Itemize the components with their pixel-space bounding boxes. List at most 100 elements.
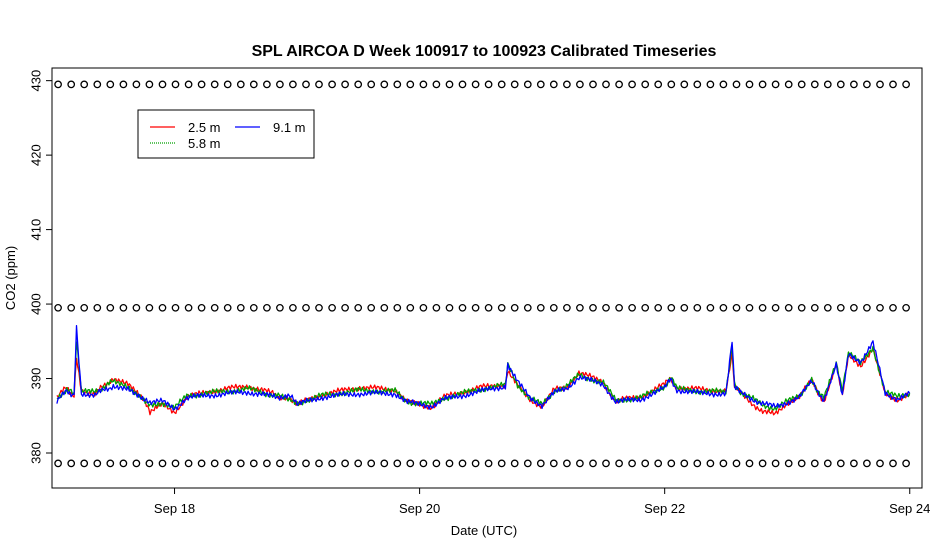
calibration-point bbox=[302, 459, 310, 468]
calibration-point bbox=[850, 303, 858, 312]
calibration-point bbox=[797, 80, 806, 89]
calibration-point bbox=[615, 80, 623, 89]
calibration-point bbox=[315, 303, 323, 312]
calibration-point bbox=[341, 459, 349, 468]
calibration-point bbox=[836, 459, 845, 468]
calibration-point bbox=[223, 303, 232, 312]
calibration-point bbox=[289, 80, 297, 89]
calibration-point bbox=[654, 459, 663, 468]
calibration-point bbox=[732, 80, 741, 89]
calibration-point bbox=[810, 303, 819, 312]
calibration-point bbox=[367, 303, 376, 312]
calibration-point bbox=[876, 303, 884, 312]
calibration-point bbox=[276, 303, 284, 312]
calibration-point bbox=[732, 303, 741, 312]
calibration-point bbox=[67, 459, 76, 468]
calibration-point bbox=[171, 303, 180, 312]
series-line-2 bbox=[56, 324, 911, 411]
calibration-point bbox=[771, 303, 780, 312]
calibration-point bbox=[158, 80, 167, 89]
calibration-point bbox=[93, 303, 102, 312]
calibration-point bbox=[302, 80, 310, 89]
calibration-point bbox=[771, 459, 780, 468]
calibration-point bbox=[641, 303, 650, 312]
legend-label-2-5m: 2.5 m bbox=[188, 120, 221, 135]
calibration-point bbox=[549, 80, 558, 89]
calibration-point bbox=[497, 80, 506, 89]
calibration-point bbox=[263, 303, 271, 312]
calibration-point bbox=[523, 303, 532, 312]
calibration-point bbox=[315, 80, 323, 89]
calibration-point bbox=[328, 80, 336, 89]
calibration-point bbox=[328, 303, 336, 312]
calibration-point bbox=[236, 459, 245, 468]
calibration-point bbox=[784, 303, 793, 312]
chart-title: SPL AIRCOA D Week 100917 to 100923 Calib… bbox=[252, 43, 717, 60]
calibration-point bbox=[145, 303, 154, 312]
calibration-point bbox=[223, 459, 232, 468]
calibration-point bbox=[536, 303, 545, 312]
calibration-point bbox=[289, 459, 297, 468]
calibration-point bbox=[119, 459, 128, 468]
calibration-point bbox=[654, 80, 663, 89]
calibration-point bbox=[354, 459, 363, 468]
calibration-point bbox=[236, 80, 245, 89]
calibration-point bbox=[536, 80, 545, 89]
calibration-point bbox=[106, 80, 115, 89]
calibration-point bbox=[602, 303, 610, 312]
calibration-point bbox=[484, 80, 493, 89]
calibration-point bbox=[823, 303, 832, 312]
calibration-point bbox=[902, 459, 910, 468]
calibration-point bbox=[706, 80, 715, 89]
y-tick-label: 380 bbox=[29, 442, 44, 464]
calibration-point bbox=[823, 80, 832, 89]
calibration-point bbox=[693, 303, 702, 312]
calibration-point bbox=[484, 303, 493, 312]
calibration-point bbox=[263, 80, 271, 89]
calibration-point bbox=[706, 459, 715, 468]
calibration-point bbox=[654, 303, 663, 312]
series-layer bbox=[56, 324, 911, 416]
calibration-point bbox=[863, 459, 871, 468]
calibration-point bbox=[471, 459, 480, 468]
calibration-point bbox=[732, 459, 741, 468]
calibration-point bbox=[445, 303, 454, 312]
calibration-point bbox=[641, 80, 650, 89]
calibration-point bbox=[523, 80, 532, 89]
calibration-point bbox=[445, 459, 454, 468]
calibration-point bbox=[54, 459, 62, 468]
calibration-point bbox=[641, 459, 650, 468]
calibration-point bbox=[471, 80, 480, 89]
calibration-point bbox=[628, 459, 636, 468]
calibration-point bbox=[549, 303, 558, 312]
calibration-point bbox=[393, 459, 402, 468]
x-tick-label: Sep 18 bbox=[154, 501, 195, 516]
calibration-point bbox=[80, 459, 89, 468]
calibration-point bbox=[93, 459, 102, 468]
calibration-point bbox=[367, 80, 376, 89]
calibration-point bbox=[54, 303, 62, 312]
calibration-point bbox=[432, 459, 441, 468]
calibration-point bbox=[419, 459, 428, 468]
calibration-point bbox=[145, 80, 154, 89]
calibration-point bbox=[106, 459, 115, 468]
calibration-point bbox=[197, 303, 206, 312]
calibration-point bbox=[628, 303, 636, 312]
calibration-point bbox=[132, 80, 141, 89]
calibration-point bbox=[471, 303, 480, 312]
y-tick-label: 410 bbox=[29, 219, 44, 241]
legend-label-5-8m: 5.8 m bbox=[188, 136, 221, 151]
calibration-point bbox=[236, 303, 245, 312]
calibration-point bbox=[380, 303, 389, 312]
calibration-point bbox=[667, 459, 676, 468]
y-tick-label: 400 bbox=[29, 293, 44, 315]
calibration-point bbox=[458, 459, 467, 468]
calibration-point bbox=[80, 80, 89, 89]
calibration-point bbox=[276, 459, 284, 468]
calibration-point bbox=[67, 80, 76, 89]
calibration-point bbox=[667, 80, 676, 89]
calibration-point bbox=[902, 303, 910, 312]
calibration-point bbox=[393, 80, 402, 89]
legend: 2.5 m 5.8 m 9.1 m bbox=[137, 109, 315, 159]
